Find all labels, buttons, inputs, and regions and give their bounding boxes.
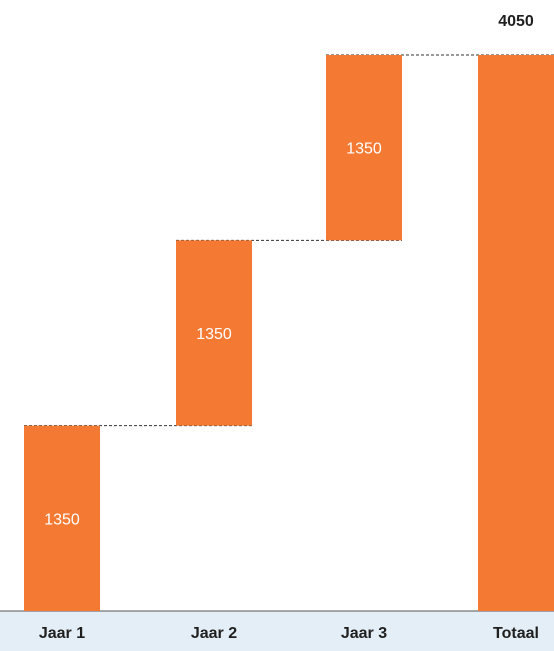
total-value-label: 4050 <box>498 13 534 30</box>
category-label: Jaar 1 <box>39 625 85 642</box>
bar-value-label: 1350 <box>44 511 80 528</box>
category-label: Totaal <box>493 625 539 642</box>
bar-jaar-2 <box>176 240 252 426</box>
bar-value-label: 1350 <box>346 141 382 158</box>
bar-totaal <box>478 55 554 611</box>
category-axis-band <box>0 611 554 651</box>
bar-jaar-1 <box>24 425 100 611</box>
bar-jaar-3 <box>326 55 402 241</box>
category-label: Jaar 2 <box>191 625 237 642</box>
category-label: Jaar 3 <box>341 625 387 642</box>
bar-value-label: 1350 <box>196 326 232 343</box>
